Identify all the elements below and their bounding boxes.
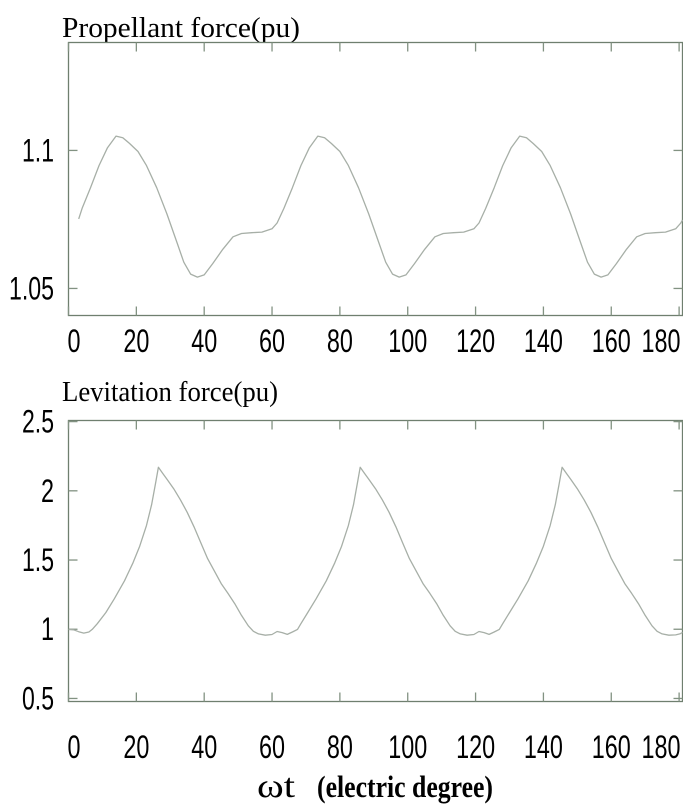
propellant-chart-title: Propellant force(pu) [62, 12, 300, 44]
x-tick-label: 180 [642, 729, 681, 765]
plot-box [67, 419, 683, 703]
x-tick-label: 140 [524, 729, 563, 765]
x-tick-label: 0 [68, 729, 81, 765]
curve-propellant-force [78, 135, 683, 278]
x-axis-label: ωt (electric degree) [257, 768, 493, 805]
levitation-chart-title: Levitation force(pu) [62, 376, 278, 408]
x-tick-label: 120 [456, 729, 495, 765]
y-tick-label: 1.1 [22, 132, 54, 168]
x-tick-label: 80 [327, 729, 353, 765]
x-tick-label: 100 [388, 729, 427, 765]
y-tick-label: 1.05 [9, 270, 54, 306]
x-tick-label: 40 [191, 729, 217, 765]
propellant-plot-area: 0 20 40 60 80 100 120 140 160 180 1.05 1.1 [9, 41, 683, 359]
x-tick-label: 20 [123, 729, 149, 765]
x-tick-label: 100 [388, 323, 427, 359]
electric-degree-unit: (electric degree) [317, 769, 493, 804]
x-tick-label: 40 [191, 323, 217, 359]
x-tick-label: 160 [592, 729, 631, 765]
y-tick-label: 0.5 [22, 680, 54, 716]
x-tick-label: 180 [642, 323, 681, 359]
y-tick-label: 1.5 [22, 542, 54, 578]
omega-t-symbol: ωt [257, 768, 296, 805]
curve-levitation-force [68, 466, 683, 636]
x-tick-label: 60 [259, 323, 285, 359]
x-tick-label: 120 [456, 323, 495, 359]
x-tick-label: 20 [123, 323, 149, 359]
y-tick-label: 2 [41, 473, 54, 509]
plot-box [67, 41, 683, 317]
levitation-plot-area: 0 20 40 60 80 100 120 140 160 180 0.5 1 1.5 2 2.5 [22, 404, 683, 765]
x-tick-label: 140 [524, 323, 563, 359]
y-tick-label: 1 [41, 611, 54, 647]
x-tick-label: 80 [327, 323, 353, 359]
x-tick-label: 160 [592, 323, 631, 359]
x-tick-label: 0 [68, 323, 81, 359]
y-tick-label: 2.5 [22, 404, 54, 440]
x-tick-label: 60 [259, 729, 285, 765]
